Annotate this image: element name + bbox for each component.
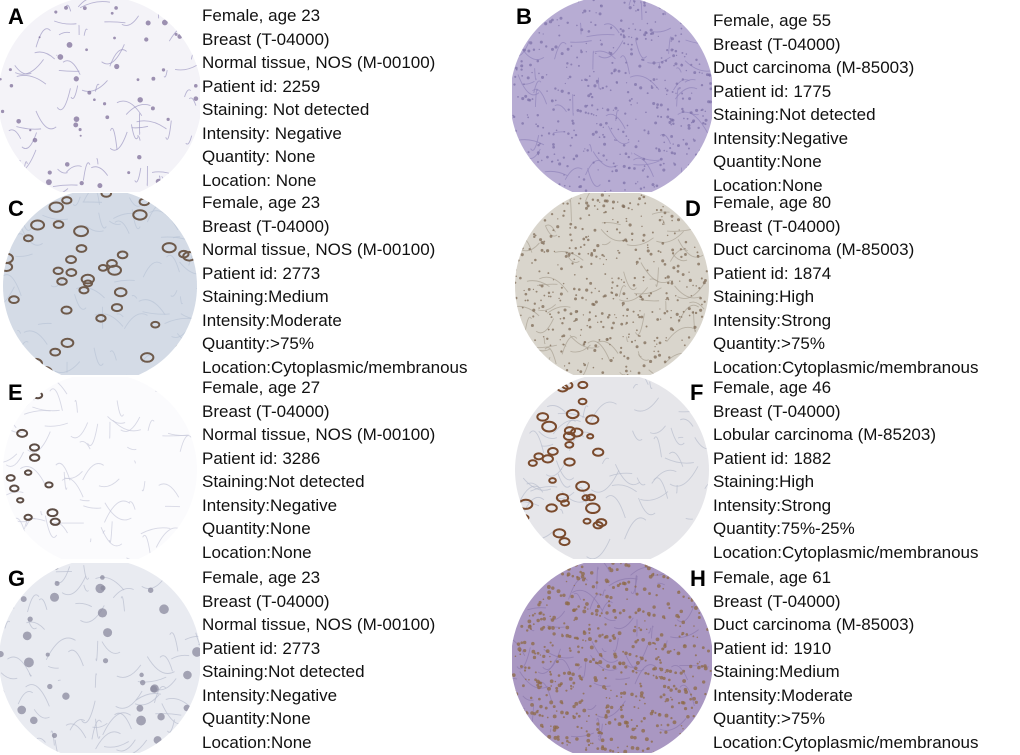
- caption-line: Quantity:>75%: [202, 334, 314, 353]
- caption-line: Breast (T-04000): [713, 216, 841, 236]
- caption-line: Female, age 23: [202, 568, 321, 587]
- panel-h-caption: Female, age 61 Breast (T-04000) Duct car…: [713, 566, 979, 754]
- caption-line: Female, age 27: [202, 378, 321, 397]
- tissue-core-image-a: [0, 0, 200, 192]
- caption-line: Intensity:Moderate: [202, 310, 342, 330]
- caption-line: Breast (T-04000): [713, 591, 841, 611]
- caption-line: Female, age 23: [202, 6, 321, 25]
- tissue-core-image-c: [0, 193, 200, 375]
- caption-line: Patient id: 1874: [713, 263, 832, 283]
- tissue-core-image-h: [512, 563, 712, 753]
- caption-line: Breast (T-04000): [202, 401, 330, 421]
- caption-line: Female, age 80: [713, 193, 832, 212]
- panel-f-caption: Female, age 46 Breast (T-04000) Lobular …: [713, 376, 979, 564]
- caption-line: Quantity:>75%: [713, 709, 825, 728]
- caption-line: Patient id: 2259: [202, 76, 321, 96]
- panel-letter-e: E: [8, 380, 23, 405]
- caption-line: Intensity:Negative: [713, 128, 849, 148]
- caption-line: Location:Cytoplasmic/membranous: [713, 357, 979, 377]
- caption-line: Quantity: None: [202, 147, 316, 166]
- caption-line: Intensity:Moderate: [713, 685, 853, 705]
- caption-line: Breast (T-04000): [202, 216, 330, 236]
- panel-letter-f: F: [690, 380, 704, 405]
- caption-line: Lobular carcinoma (M-85203): [713, 425, 936, 444]
- caption-line: Patient id: 1775: [713, 81, 832, 101]
- caption-line: Patient id: 2773: [202, 638, 321, 658]
- panel-a-caption: Female, age 23 Breast (T-04000) Normal t…: [202, 4, 435, 192]
- caption-line: Intensity: Negative: [202, 123, 342, 143]
- caption-line: Breast (T-04000): [713, 34, 841, 54]
- caption-line: Normal tissue, NOS (M-00100): [202, 425, 436, 444]
- caption-line: Female, age 55: [713, 11, 832, 30]
- tissue-core-image-f: [512, 377, 712, 559]
- caption-line: Duct carcinoma (M-85003): [713, 615, 915, 634]
- caption-line: Normal tissue, NOS (M-00100): [202, 615, 436, 634]
- caption-line: Quantity:None: [202, 709, 311, 728]
- panel-d-caption: Female, age 80 Breast (T-04000) Duct car…: [713, 191, 979, 379]
- caption-line: Female, age 23: [202, 193, 321, 212]
- panel-c-caption: Female, age 23 Breast (T-04000) Normal t…: [202, 191, 468, 379]
- caption-line: Staining:Medium: [713, 662, 840, 681]
- caption-line: Patient id: 1882: [713, 448, 832, 468]
- tissue-core-image-g: [0, 563, 200, 753]
- caption-line: Breast (T-04000): [202, 591, 330, 611]
- caption-line: Staining:Not detected: [202, 472, 365, 491]
- caption-line: Intensity:Negative: [202, 495, 338, 515]
- panel-g-caption: Female, age 23 Breast (T-04000) Normal t…: [202, 566, 435, 754]
- tissue-core-image-d: [512, 193, 712, 375]
- caption-line: Staining:High: [713, 287, 815, 306]
- panel-letter-a: A: [8, 4, 24, 29]
- caption-line: Intensity:Strong: [713, 495, 832, 515]
- caption-line: Quantity:None: [713, 152, 822, 171]
- caption-line: Location:None: [713, 175, 823, 195]
- panel-letter-h: H: [690, 566, 706, 591]
- caption-line: Breast (T-04000): [713, 401, 841, 421]
- caption-line: Breast (T-04000): [202, 29, 330, 49]
- panel-b-caption: Female, age 55 Breast (T-04000) Duct car…: [713, 9, 914, 197]
- caption-line: Female, age 46: [713, 378, 832, 397]
- caption-line: Location: None: [202, 170, 317, 190]
- panel-letter-d: D: [685, 196, 701, 221]
- caption-line: Staining:Not detected: [713, 105, 876, 124]
- panel-e-caption: Female, age 27 Breast (T-04000) Normal t…: [202, 376, 435, 564]
- panel-letter-g: G: [8, 566, 26, 591]
- caption-line: Staining:High: [713, 472, 815, 491]
- caption-line: Staining:Medium: [202, 287, 329, 306]
- tissue-core-image-b: [512, 0, 712, 192]
- caption-line: Patient id: 1910: [713, 638, 832, 658]
- panel-letter-c: C: [8, 196, 24, 221]
- caption-line: Location:None: [202, 732, 312, 752]
- panel-letter-b: B: [516, 4, 532, 29]
- caption-line: Staining:Not detected: [202, 662, 365, 681]
- caption-line: Intensity:Strong: [713, 310, 832, 330]
- caption-line: Location:Cytoplasmic/membranous: [713, 542, 979, 562]
- caption-line: Normal tissue, NOS (M-00100): [202, 240, 436, 259]
- caption-line: Quantity:75%-25%: [713, 519, 855, 538]
- caption-line: Normal tissue, NOS (M-00100): [202, 53, 436, 72]
- caption-line: Patient id: 3286: [202, 448, 321, 468]
- caption-line: Intensity:Negative: [202, 685, 338, 705]
- caption-line: Staining: Not detected: [202, 100, 370, 119]
- caption-line: Duct carcinoma (M-85003): [713, 58, 915, 77]
- caption-line: Patient id: 2773: [202, 263, 321, 283]
- caption-line: Quantity:>75%: [713, 334, 825, 353]
- tissue-core-image-e: [0, 377, 200, 559]
- caption-line: Location:Cytoplasmic/membranous: [713, 732, 979, 752]
- caption-line: Duct carcinoma (M-85003): [713, 240, 915, 259]
- caption-line: Quantity:None: [202, 519, 311, 538]
- caption-line: Location:Cytoplasmic/membranous: [202, 357, 468, 377]
- caption-line: Location:None: [202, 542, 312, 562]
- caption-line: Female, age 61: [713, 568, 832, 587]
